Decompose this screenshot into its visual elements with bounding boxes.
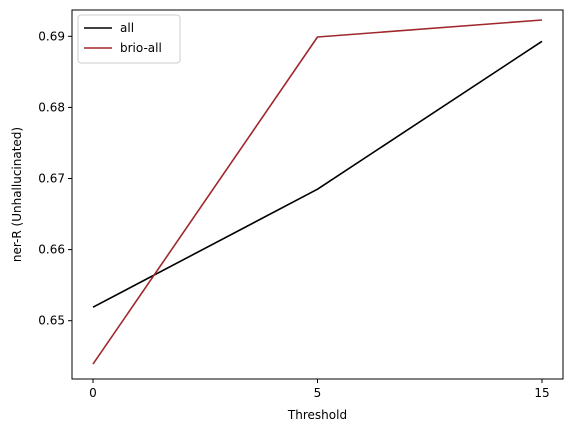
legend-label-all: all (120, 21, 134, 35)
axes-frame (71, 9, 564, 380)
x-tick-label: 5 (314, 386, 322, 400)
legend-box (77, 14, 181, 64)
x-tick-label: 15 (534, 386, 549, 400)
y-tick-label: 0.66 (38, 243, 65, 257)
legend-label-brio-all: brio-all (120, 41, 162, 55)
x-axis-ticks: 0 5 15 (89, 379, 550, 400)
series-line-brio-all (92, 19, 543, 365)
x-tick-label: 0 (89, 386, 97, 400)
y-tick-label: 0.67 (38, 172, 65, 186)
series-line-all (92, 40, 543, 308)
x-axis-label: Threshold (287, 408, 347, 422)
y-axis-label: ner-R (Unhallucinated) (10, 127, 24, 262)
y-tick-label: 0.68 (38, 100, 65, 114)
y-axis-ticks: 0.65 0.66 0.67 0.68 0.69 (38, 29, 72, 328)
y-tick-label: 0.65 (38, 314, 65, 328)
legend: all brio-all (77, 14, 181, 64)
y-tick-label: 0.69 (38, 29, 65, 43)
series-layer (92, 19, 543, 365)
